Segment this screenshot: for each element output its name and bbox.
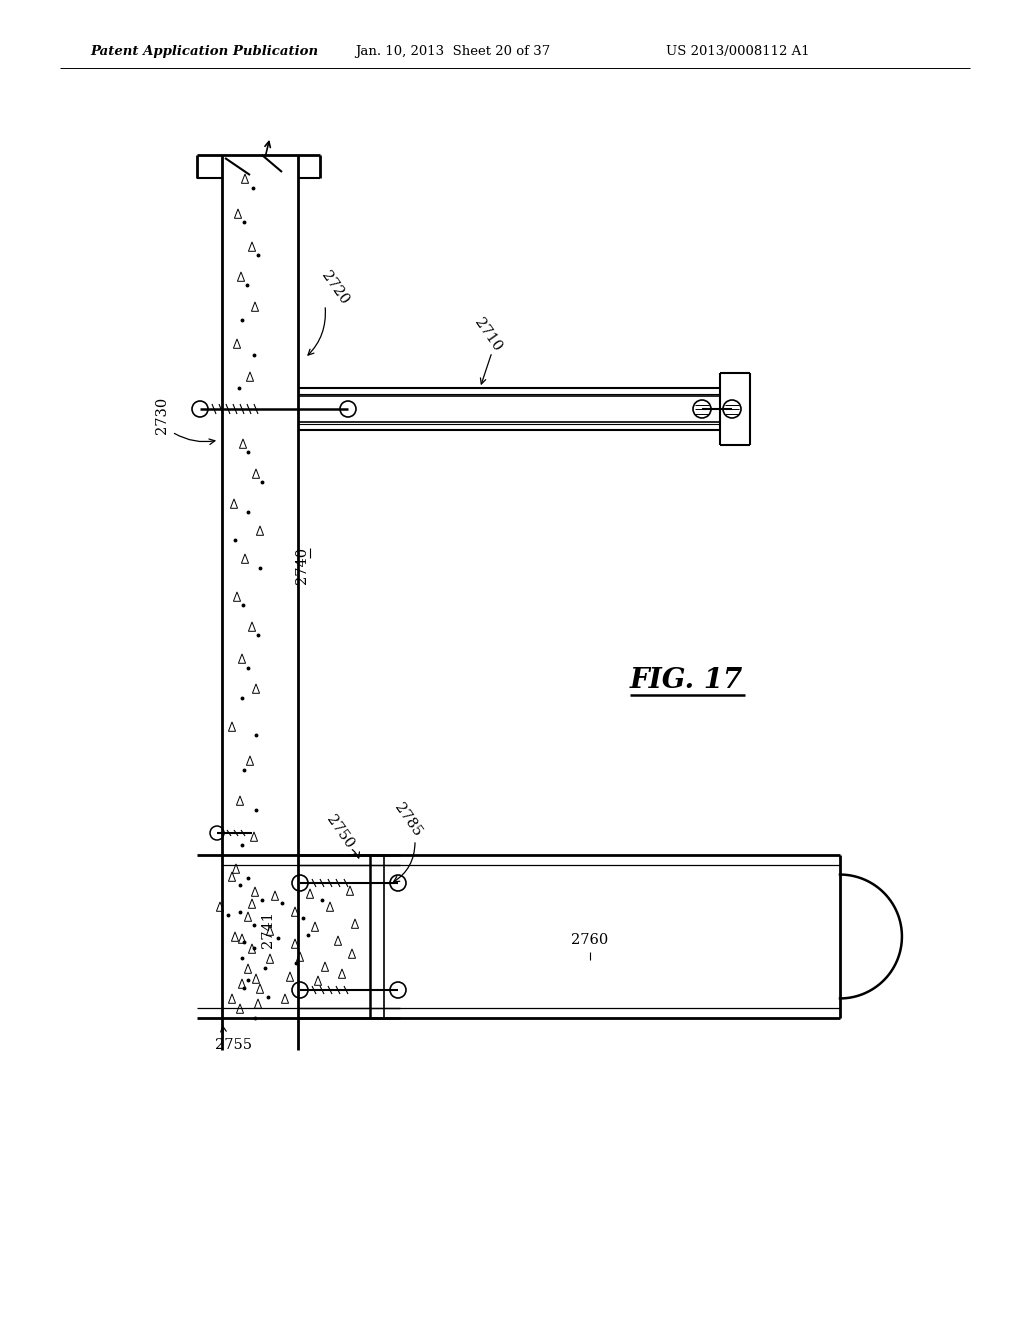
Text: 2740: 2740 <box>295 546 309 583</box>
Text: FIG. 17: FIG. 17 <box>630 667 743 693</box>
Text: 2710: 2710 <box>472 315 505 354</box>
Text: US 2013/0008112 A1: US 2013/0008112 A1 <box>666 45 810 58</box>
Text: 2741: 2741 <box>261 912 275 949</box>
Text: 2755: 2755 <box>215 1038 252 1052</box>
Text: 2750: 2750 <box>324 813 356 851</box>
Text: Jan. 10, 2013  Sheet 20 of 37: Jan. 10, 2013 Sheet 20 of 37 <box>355 45 550 58</box>
Text: 2785: 2785 <box>391 801 424 840</box>
Text: Patent Application Publication: Patent Application Publication <box>90 45 318 58</box>
Text: 2720: 2720 <box>318 269 351 308</box>
Text: 2760: 2760 <box>571 933 608 946</box>
Text: 2730: 2730 <box>155 396 169 434</box>
